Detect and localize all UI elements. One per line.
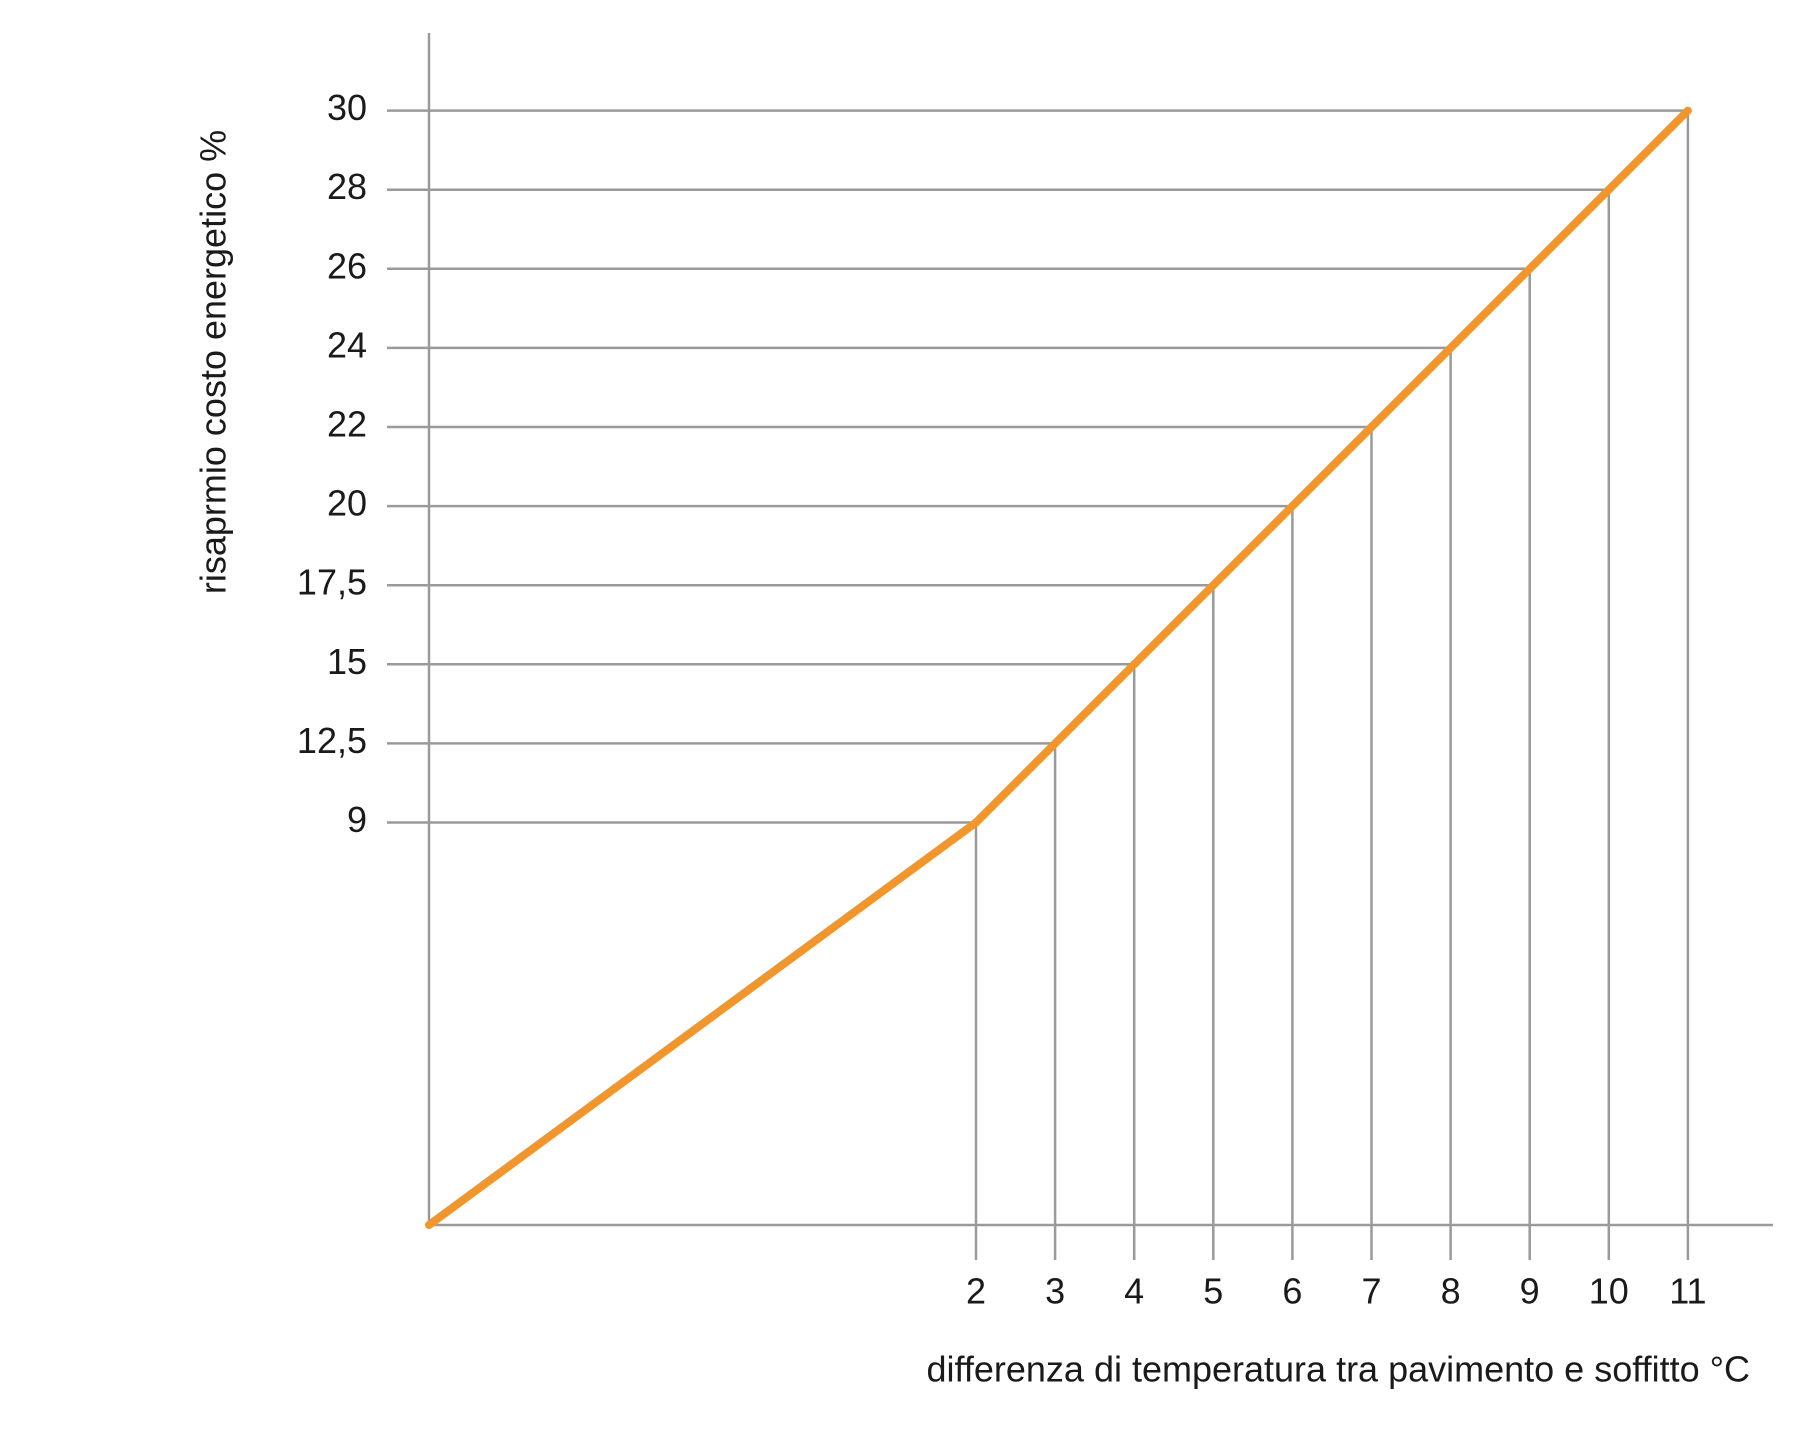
x-axis-title: differenza di temperatura tra pavimento …	[927, 1349, 1751, 1390]
x-tick-label: 2	[966, 1271, 986, 1312]
y-tick-label: 15	[327, 641, 367, 682]
y-tick-label: 20	[327, 483, 367, 524]
y-axis-title: risaprmio costo energetico %	[193, 130, 234, 594]
y-tick-label: 22	[327, 404, 367, 445]
x-tick-label: 11	[1669, 1271, 1706, 1312]
y-tick-label: 30	[327, 87, 367, 128]
x-tick-label: 5	[1203, 1271, 1223, 1312]
y-tick-label: 12,5	[297, 720, 367, 761]
data-line	[425, 106, 1692, 1229]
x-tick-label: 3	[1045, 1271, 1065, 1312]
y-tick-label: 9	[347, 799, 367, 840]
x-tick-label: 9	[1520, 1271, 1540, 1312]
x-tick-label: 7	[1361, 1271, 1381, 1312]
y-tick-label: 28	[327, 166, 367, 207]
x-tick-label: 4	[1124, 1271, 1144, 1312]
y-tick-label: 24	[327, 324, 367, 365]
x-tick-label: 10	[1589, 1271, 1629, 1312]
x-tick-label: 8	[1441, 1271, 1461, 1312]
y-tick-label: 17,5	[297, 562, 367, 603]
y-tick-label: 26	[327, 245, 367, 286]
x-tick-label: 6	[1282, 1271, 1302, 1312]
